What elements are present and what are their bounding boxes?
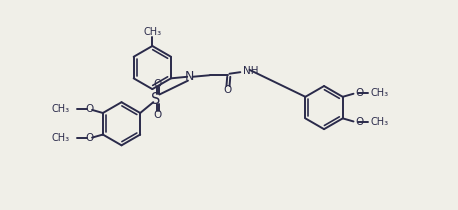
Text: O: O bbox=[154, 79, 162, 89]
Text: CH₃: CH₃ bbox=[52, 104, 70, 114]
Text: O: O bbox=[223, 85, 231, 95]
Text: O: O bbox=[85, 133, 93, 143]
Text: N: N bbox=[185, 70, 194, 83]
Text: NH: NH bbox=[243, 66, 259, 76]
Text: CH₃: CH₃ bbox=[371, 88, 388, 98]
Text: O: O bbox=[356, 117, 364, 127]
Text: O: O bbox=[85, 104, 93, 114]
Text: S: S bbox=[151, 92, 160, 107]
Text: O: O bbox=[356, 88, 364, 98]
Text: CH₃: CH₃ bbox=[371, 117, 388, 127]
Text: O: O bbox=[154, 110, 162, 119]
Text: CH₃: CH₃ bbox=[143, 27, 161, 37]
Text: CH₃: CH₃ bbox=[52, 133, 70, 143]
